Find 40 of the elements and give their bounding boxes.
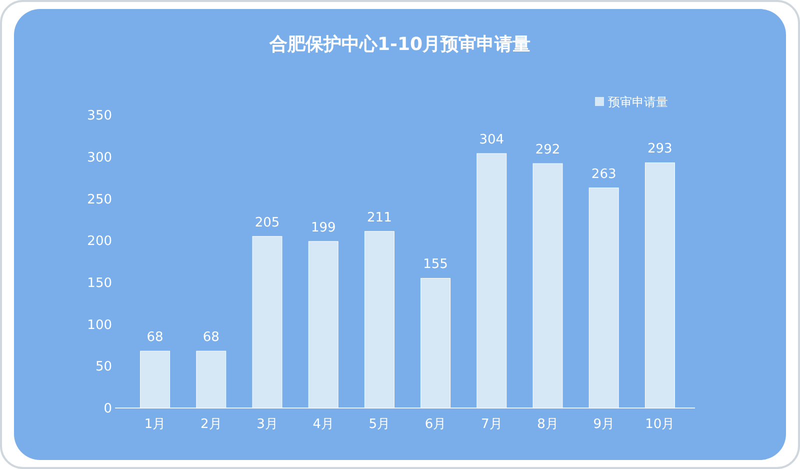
y-tick-label: 200 <box>87 234 112 250</box>
x-tick-label: 5月 <box>368 417 390 432</box>
data-label: 292 <box>535 142 560 158</box>
bar <box>476 153 507 408</box>
data-label: 205 <box>254 215 280 230</box>
x-tick-label: 2月 <box>200 417 222 432</box>
chart-title: 合肥保护中心1-10月预审申请量 <box>268 34 531 55</box>
x-tick-label: 9月 <box>593 417 614 432</box>
x-tick-label: 3月 <box>256 417 278 432</box>
y-tick-label: 250 <box>87 192 112 208</box>
y-tick-label: 350 <box>87 108 112 124</box>
data-label: 263 <box>591 166 616 182</box>
x-tick-label: 10月 <box>645 417 675 432</box>
x-tick-label: 7月 <box>481 417 502 432</box>
y-tick-label: 0 <box>104 402 112 417</box>
x-tick-label: 8月 <box>537 417 558 432</box>
data-label: 304 <box>479 132 504 148</box>
bar <box>532 163 563 408</box>
data-label: 211 <box>367 210 392 226</box>
bar <box>252 236 282 408</box>
data-label: 68 <box>202 330 220 346</box>
bar <box>644 162 675 408</box>
bar <box>308 241 338 408</box>
bar <box>588 188 619 408</box>
data-label: 293 <box>648 142 672 157</box>
bar <box>364 231 394 408</box>
legend-label: 预审申请量 <box>608 95 668 110</box>
x-tick-label: 1月 <box>144 417 166 432</box>
y-tick-label: 100 <box>87 318 112 333</box>
x-tick-label: 4月 <box>312 417 334 432</box>
y-tick-label: 50 <box>95 360 112 375</box>
data-label: 199 <box>310 220 336 236</box>
bar <box>196 350 226 408</box>
y-tick-label: 150 <box>87 276 112 291</box>
x-tick-label: 6月 <box>424 417 446 432</box>
bar <box>420 278 451 408</box>
data-label: 155 <box>423 257 448 272</box>
bar <box>140 350 170 408</box>
data-label: 68 <box>146 330 164 346</box>
y-tick-label: 300 <box>87 150 112 166</box>
